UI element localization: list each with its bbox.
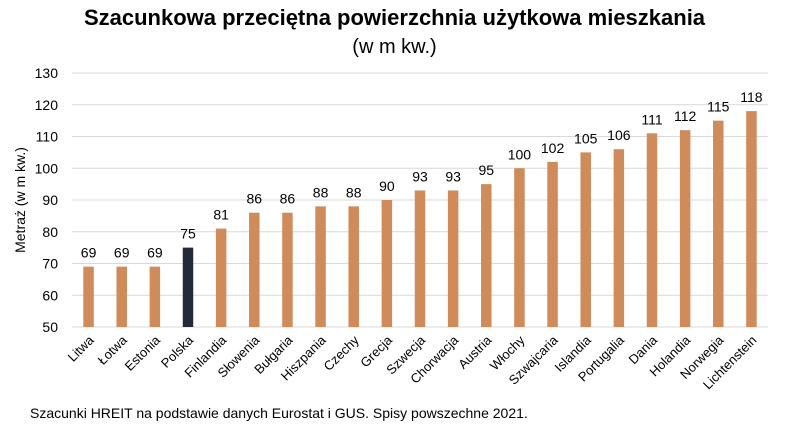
data-label: 90 — [379, 178, 395, 194]
data-label: 75 — [180, 226, 196, 242]
y-tick-label: 130 — [35, 65, 59, 81]
y-tick-label: 100 — [35, 160, 59, 176]
bar — [249, 212, 260, 327]
y-tick-label: 70 — [42, 256, 58, 272]
bar — [282, 212, 293, 327]
bar — [679, 130, 691, 327]
x-axis-categories: LitwaŁotwaEstoniaPolskaFinlandiaSłowenia… — [65, 332, 760, 392]
bars — [83, 111, 757, 327]
bar — [381, 200, 393, 327]
bar — [481, 184, 492, 327]
bar — [713, 120, 724, 327]
chart-title: Szacunkowa przeciętna powierzchnia użytk… — [83, 5, 706, 30]
source-footnote: Szacunki HREIT na podstawie danych Euros… — [30, 405, 528, 421]
y-tick-label: 80 — [42, 224, 58, 240]
data-label: 93 — [445, 168, 461, 184]
bar — [646, 133, 658, 327]
bar — [83, 266, 94, 327]
bar — [580, 152, 591, 327]
bar — [348, 206, 359, 327]
data-label: 111 — [641, 111, 662, 127]
bar — [315, 206, 326, 327]
data-labels: 69 69 69 75 81 86 86 88 88 90 93 93 95 100 102 105 106 11… — [81, 89, 763, 261]
bar — [746, 111, 757, 327]
y-tick-label: 60 — [42, 287, 58, 303]
data-label: 86 — [280, 191, 296, 207]
x-tick-label: Litwa — [65, 332, 98, 365]
data-label: 105 — [574, 130, 598, 146]
data-label: 100 — [508, 146, 532, 162]
data-label: 81 — [213, 207, 229, 223]
bar — [447, 190, 459, 327]
bar — [414, 190, 426, 327]
data-label: 106 — [607, 127, 631, 143]
data-label: 69 — [147, 245, 163, 261]
data-label: 88 — [346, 184, 362, 200]
bar-chart: 50 60 70 80 90 100 110 120 130 69 69 69 75 81 86 86 88 8… — [12, 65, 768, 392]
y-axis-ticks: 50 60 70 80 90 100 110 120 130 — [35, 65, 59, 335]
y-tick-label: 90 — [42, 192, 58, 208]
data-label: 118 — [740, 89, 763, 105]
x-tick-label: Estonia — [122, 332, 164, 374]
data-label: 88 — [313, 184, 329, 200]
data-label: 86 — [246, 191, 262, 207]
bar — [547, 161, 558, 327]
data-label: 69 — [114, 245, 130, 261]
bar — [514, 168, 525, 327]
data-label: 93 — [412, 168, 428, 184]
data-label: 69 — [81, 245, 97, 261]
bar — [116, 266, 127, 327]
bar — [613, 149, 625, 327]
data-label: 112 — [674, 108, 697, 124]
bar — [149, 266, 161, 327]
data-label: 102 — [541, 140, 565, 156]
data-label: 115 — [707, 99, 730, 115]
bar — [182, 247, 194, 327]
data-label: 95 — [478, 162, 494, 178]
y-tick-label: 110 — [36, 129, 59, 145]
x-tick-label: Czechy — [321, 332, 363, 374]
bar — [215, 228, 227, 327]
y-tick-label: 120 — [35, 97, 59, 113]
chart-subtitle: (w m kw.) — [352, 36, 437, 58]
y-tick-label: 50 — [42, 319, 58, 335]
y-axis-label: Metraż (w m kw.) — [12, 147, 28, 253]
